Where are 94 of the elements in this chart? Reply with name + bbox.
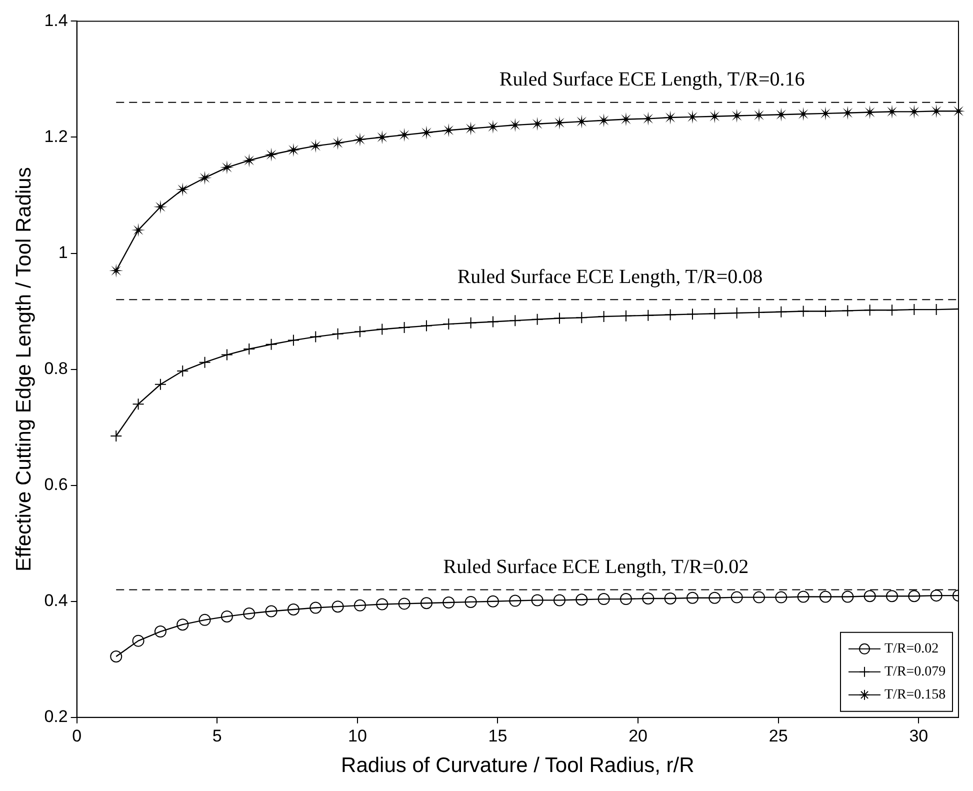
point [796, 107, 810, 122]
point [176, 182, 190, 196]
point [641, 112, 656, 126]
point [332, 600, 344, 613]
point [486, 595, 499, 608]
point [797, 590, 810, 603]
point [154, 626, 166, 638]
point [154, 378, 166, 390]
point [930, 590, 942, 602]
point [840, 106, 855, 120]
x-tick-label: 0 [72, 726, 82, 746]
point [243, 608, 256, 620]
point [752, 108, 766, 122]
point [730, 108, 744, 123]
point [908, 590, 920, 602]
point [596, 113, 611, 128]
point [864, 590, 876, 602]
point [153, 200, 168, 214]
legend-label: T/R=0.079 [884, 664, 946, 680]
point [508, 118, 522, 132]
point [509, 594, 522, 607]
point [110, 650, 122, 662]
point [464, 596, 477, 608]
annotation: Ruled Surface ECE Length, T/R=0.08 [457, 266, 763, 288]
point [775, 591, 788, 604]
point [576, 594, 588, 606]
y-tick-label: 1.4 [44, 10, 68, 30]
annotation: Ruled Surface ECE Length, T/R=0.02 [443, 556, 749, 578]
point [886, 590, 898, 602]
point [419, 126, 434, 140]
x-tick-label: 30 [909, 726, 928, 746]
point [708, 109, 722, 124]
point [598, 593, 610, 606]
point [819, 590, 832, 603]
point [287, 603, 300, 616]
point [420, 597, 432, 610]
point [376, 598, 388, 610]
y-tick-label: 0.6 [44, 475, 68, 494]
point [220, 160, 234, 174]
legend-label: T/R=0.158 [884, 688, 946, 703]
point [929, 104, 944, 118]
y-tick-label: 0.8 [44, 358, 68, 378]
point [198, 170, 212, 185]
point [530, 116, 544, 131]
point [397, 128, 412, 142]
x-tick-label: 5 [212, 726, 222, 746]
point [330, 136, 345, 150]
legend-label: T/R=0.02 [884, 642, 939, 657]
point [708, 592, 721, 604]
point [176, 618, 189, 631]
x-tick-label: 20 [628, 726, 648, 746]
point [553, 594, 566, 606]
x-axis-title: Radius of Curvature / Tool Radius, r/R [341, 754, 694, 778]
point [354, 599, 366, 612]
point [574, 114, 589, 129]
point [862, 105, 877, 120]
x-tick-label: 15 [488, 726, 508, 746]
y-tick-label: 1.2 [44, 126, 68, 146]
point [642, 592, 654, 604]
point [264, 148, 278, 162]
point [352, 132, 367, 147]
y-tick-label: 1 [58, 242, 68, 262]
point [375, 130, 390, 144]
point [531, 594, 544, 606]
point [265, 605, 278, 618]
y-axis-title: Effective Cutting Edge Length / Tool Radius [12, 167, 36, 572]
point [842, 590, 854, 603]
point [132, 398, 144, 410]
point [730, 591, 743, 604]
point [664, 592, 676, 604]
point [132, 634, 144, 647]
point [686, 592, 698, 604]
point [663, 110, 678, 125]
point [752, 591, 765, 604]
point [220, 610, 233, 622]
point [242, 153, 256, 168]
point [310, 602, 322, 614]
annotation: Ruled Surface ECE Length, T/R=0.16 [499, 68, 805, 91]
point [198, 614, 211, 626]
point [286, 142, 300, 157]
y-tick-label: 0.4 [44, 591, 68, 610]
point [464, 122, 478, 136]
point [398, 598, 410, 610]
point [442, 123, 456, 138]
y-tick-label: 0.2 [44, 707, 68, 726]
x-tick-label: 10 [348, 726, 367, 746]
point [109, 264, 124, 278]
point [486, 120, 500, 134]
point [198, 356, 211, 368]
point [442, 596, 455, 609]
point [131, 223, 146, 238]
point [308, 138, 323, 153]
point [620, 593, 632, 606]
x-tick-label: 25 [768, 726, 788, 746]
